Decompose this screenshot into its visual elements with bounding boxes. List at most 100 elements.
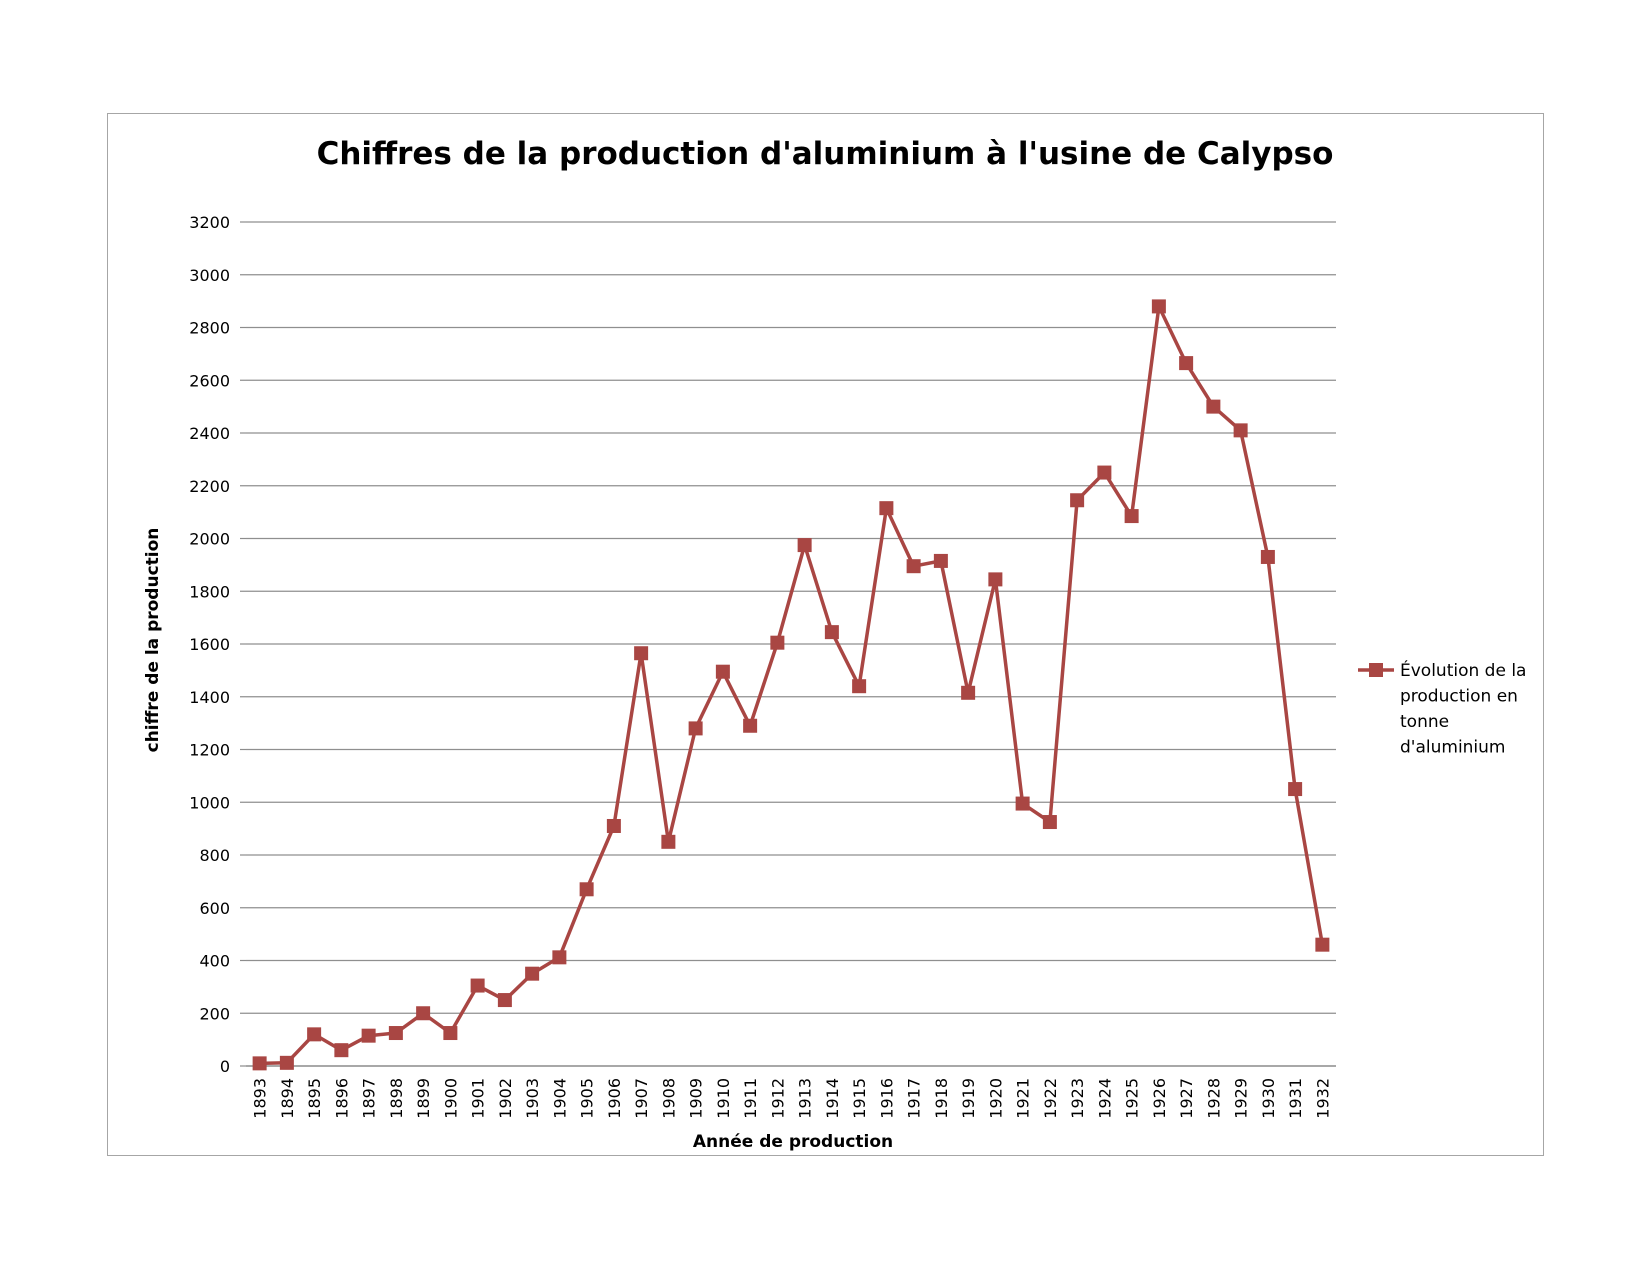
x-tick-label: 1931: [1286, 1078, 1305, 1119]
series-line: [259, 304, 1325, 1066]
x-tick-label: 1925: [1123, 1078, 1142, 1119]
x-tick-label: 1902: [496, 1078, 515, 1119]
x-tick-label: 1932: [1313, 1078, 1332, 1119]
x-tick-label: 1896: [332, 1078, 351, 1119]
x-axis-title: Année de production: [693, 1132, 893, 1152]
data-point: [906, 559, 921, 574]
y-axis-title: chiffre de la production: [143, 528, 163, 753]
data-point: [824, 625, 839, 640]
legend-marker-swatch: [1369, 663, 1383, 677]
data-point: [279, 1055, 294, 1070]
x-tick-label: 1929: [1232, 1078, 1251, 1119]
data-point: [852, 679, 867, 694]
data-point: [307, 1027, 322, 1042]
y-tick-label: 200: [199, 1004, 230, 1023]
legend-label-line: d'aluminium: [1400, 738, 1506, 758]
data-point: [552, 950, 567, 965]
x-tick-label: 1917: [905, 1078, 924, 1119]
y-tick-label: 1800: [189, 582, 230, 601]
data-point: [416, 1006, 431, 1021]
data-point: [579, 882, 594, 897]
data-point: [661, 834, 676, 849]
x-tick-label: 1915: [850, 1078, 869, 1119]
legend: Évolution de la production en tonne d'alumi…: [1358, 659, 1526, 758]
x-tick-label: 1918: [932, 1078, 951, 1119]
data-point: [1179, 356, 1194, 371]
y-tick-label: 1400: [189, 688, 230, 707]
data-point: [334, 1043, 349, 1058]
x-tick-label: 1920: [986, 1078, 1005, 1119]
x-tick-label: 1901: [469, 1078, 488, 1119]
data-point: [770, 635, 785, 650]
y-tick-label: 2600: [189, 371, 230, 390]
x-tick-label: 1911: [741, 1078, 760, 1119]
x-tick-label: 1897: [360, 1078, 379, 1119]
data-point: [961, 685, 976, 700]
data-point: [388, 1026, 403, 1041]
legend-label-line: production en: [1400, 687, 1518, 707]
x-tick-label: 1899: [414, 1078, 433, 1119]
x-tick-label: 1907: [632, 1078, 651, 1119]
data-point: [1042, 815, 1057, 830]
legend-label: Évolution de la production en tonne d'alumi…: [1400, 659, 1526, 758]
x-tick-label: 1924: [1095, 1078, 1114, 1119]
legend-label-line: Évolution de la: [1400, 659, 1526, 681]
x-axis-ticks: 1893 1894 1895 1896 1897 1898 1899 1900 1901 1902…: [251, 1078, 1333, 1119]
data-point: [1206, 399, 1221, 414]
y-tick-label: 1200: [189, 741, 230, 760]
y-tick-label: 2800: [189, 319, 230, 338]
x-tick-label: 1930: [1259, 1078, 1278, 1119]
legend-label-line: tonne: [1400, 712, 1449, 732]
data-point: [1097, 465, 1112, 480]
x-tick-label: 1910: [714, 1078, 733, 1119]
y-tick-label: 2200: [189, 477, 230, 496]
x-tick-label: 1913: [796, 1078, 815, 1119]
y-tick-label: 1000: [189, 793, 230, 812]
y-tick-label: 1600: [189, 635, 230, 654]
y-tick-label: 2400: [189, 424, 230, 443]
x-tick-label: 1905: [578, 1078, 597, 1119]
x-tick-label: 1893: [251, 1078, 270, 1119]
data-point: [497, 993, 512, 1008]
x-tick-label: 1919: [959, 1078, 978, 1119]
data-point: [606, 818, 621, 833]
data-point: [743, 718, 758, 733]
data-point: [1015, 796, 1030, 811]
data-point: [688, 721, 703, 736]
data-point: [1260, 549, 1275, 564]
data-point: [470, 978, 485, 993]
data-point: [797, 538, 812, 553]
data-point: [525, 966, 540, 981]
y-axis-ticks: 0 200 400 600 800 1000 1200 1400 1600 1800 2000 220…: [189, 213, 230, 1076]
y-tick-label: 600: [199, 899, 230, 918]
x-tick-label: 1904: [550, 1078, 569, 1119]
x-tick-label: 1908: [659, 1078, 678, 1119]
x-tick-label: 1923: [1068, 1078, 1087, 1119]
y-tick-label: 0: [220, 1057, 230, 1076]
x-tick-label: 1927: [1177, 1078, 1196, 1119]
data-point: [715, 664, 730, 679]
data-point: [1233, 423, 1248, 438]
x-tick-label: 1922: [1041, 1078, 1060, 1119]
data-point: [1151, 299, 1166, 314]
data-point: [1315, 937, 1330, 952]
x-tick-label: 1895: [305, 1078, 324, 1119]
data-point: [1124, 509, 1139, 524]
x-tick-label: 1909: [687, 1078, 706, 1119]
data-point: [933, 553, 948, 568]
x-tick-label: 1900: [441, 1078, 460, 1119]
x-tick-label: 1926: [1150, 1078, 1169, 1119]
x-tick-label: 1921: [1014, 1078, 1033, 1119]
y-tick-label: 3200: [189, 213, 230, 232]
grid-lines: [240, 221, 1336, 1067]
x-tick-label: 1928: [1204, 1078, 1223, 1119]
y-tick-label: 3000: [189, 266, 230, 285]
data-point: [879, 501, 894, 516]
x-tick-label: 1912: [768, 1078, 787, 1119]
x-tick-label: 1898: [387, 1078, 406, 1119]
y-tick-label: 2000: [189, 530, 230, 549]
x-tick-label: 1894: [278, 1078, 297, 1119]
data-point: [252, 1056, 267, 1071]
data-point: [361, 1028, 376, 1043]
